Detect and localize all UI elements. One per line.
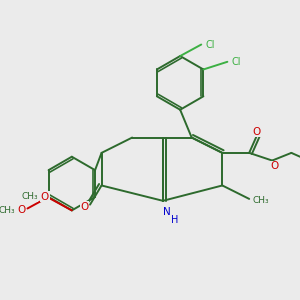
Text: CH₃: CH₃ [252, 196, 269, 205]
Text: Cl: Cl [205, 40, 214, 50]
Text: O: O [253, 127, 261, 137]
Text: O: O [41, 192, 49, 202]
Text: Cl: Cl [231, 57, 241, 67]
Text: H: H [171, 215, 178, 225]
Text: O: O [270, 161, 278, 171]
Text: CH₃: CH₃ [21, 193, 38, 202]
Text: CH₃: CH₃ [0, 206, 15, 215]
Text: O: O [18, 206, 26, 215]
Text: O: O [80, 202, 88, 212]
Text: N: N [163, 207, 171, 217]
